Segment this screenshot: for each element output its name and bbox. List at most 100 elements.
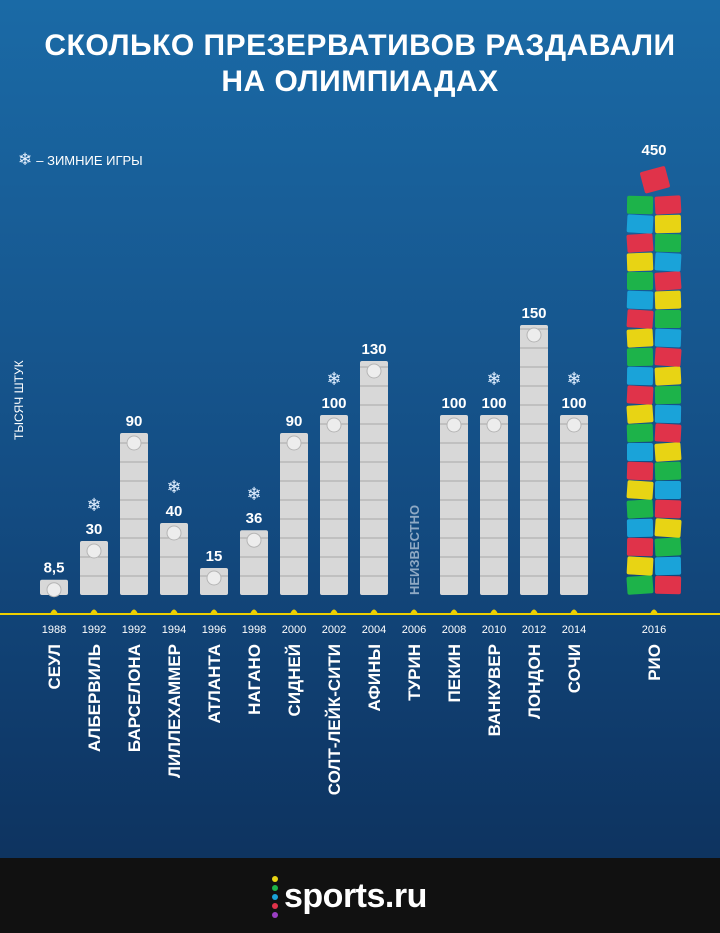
rio-package <box>654 537 682 557</box>
bar-group-6: 2000 СИДНЕЙ 90 <box>280 413 308 716</box>
year-label: 1992 <box>122 624 146 636</box>
value-label: 90 <box>126 413 143 430</box>
axis-tick <box>410 609 418 614</box>
year-label: 2002 <box>322 624 346 636</box>
legend-text: – ЗИМНИЕ ИГРЫ <box>36 152 143 168</box>
year-label: 1998 <box>242 624 266 636</box>
value-label: 30 <box>86 521 103 538</box>
rio-package <box>626 290 654 310</box>
bar <box>440 415 468 595</box>
rio-package <box>626 347 654 367</box>
bar <box>320 415 348 595</box>
year-label: 1992 <box>82 624 106 636</box>
axis-tick <box>450 609 458 614</box>
bar <box>160 523 188 595</box>
rio-package <box>626 233 654 253</box>
axis-tick <box>650 609 658 614</box>
unknown-label: НЕИЗВЕСТНО <box>407 505 422 595</box>
bar <box>80 541 108 595</box>
year-label: 2000 <box>282 624 306 636</box>
rio-package <box>655 481 681 499</box>
value-label: 15 <box>206 548 223 565</box>
bar-chart: 1988 СЕУЛ 8,5 1992 АЛБЕРВИЛЬ 30 ❄ 1992 БАРСЕЛОНА… <box>0 142 720 795</box>
rio-package <box>626 518 654 538</box>
rio-package <box>626 252 654 272</box>
city-label: АЛБЕРВИЛЬ <box>85 644 104 752</box>
rio-package <box>626 309 654 329</box>
bar-group-7: 2002 СОЛТ-ЛЕЙК-СИТИ 100 ❄ <box>320 369 348 795</box>
bar-group-10: 2008 ПЕКИН 100 <box>440 395 468 702</box>
bar-top-circle <box>446 417 462 433</box>
snowflake-icon: ❄ <box>86 495 101 515</box>
bar-top-circle <box>326 417 342 433</box>
value-label: 100 <box>321 395 346 412</box>
city-label: СИДНЕЙ <box>285 644 304 716</box>
rio-package <box>654 423 682 443</box>
value-label: 8,5 <box>44 560 65 577</box>
bar-group-8: 2004 АФИНЫ 130 <box>360 341 388 712</box>
bar <box>520 325 548 595</box>
year-label: 2016 <box>642 624 666 636</box>
rio-package <box>626 385 654 405</box>
bar-group-3: 1994 ЛИЛЛЕХАММЕР 40 ❄ <box>160 477 188 778</box>
bar-top-circle <box>46 582 62 598</box>
bar-group-4: 1996 АТЛАНТА 15 <box>200 548 228 723</box>
rio-package <box>626 556 654 576</box>
axis-tick <box>250 609 258 614</box>
rio-package <box>626 195 654 215</box>
axis-tick <box>330 609 338 614</box>
bar-group-12: 2012 ЛОНДОН 150 <box>520 305 548 719</box>
year-label: 2008 <box>442 624 466 636</box>
bar-group-11: 2010 ВАНКУВЕР 100 ❄ <box>480 369 508 736</box>
rio-package <box>654 347 682 367</box>
value-label: 36 <box>246 510 263 527</box>
rio-package <box>626 423 654 443</box>
rio-package <box>654 366 682 386</box>
bar-top-circle <box>366 363 382 379</box>
year-label: 2012 <box>522 624 546 636</box>
value-label: 130 <box>361 341 386 358</box>
rio-package <box>654 233 682 253</box>
bar-top-circle <box>126 435 142 451</box>
city-label: СЕУЛ <box>45 644 64 689</box>
axis-tick <box>170 609 178 614</box>
snowflake-icon: ❄ <box>18 150 33 169</box>
rio-package <box>654 271 682 291</box>
bar <box>560 415 588 595</box>
value-label: 100 <box>561 395 586 412</box>
bar <box>240 530 268 595</box>
value-label: 40 <box>166 503 183 520</box>
rio-package <box>627 443 653 461</box>
axis-tick <box>370 609 378 614</box>
city-label: ЛИЛЛЕХАММЕР <box>165 644 184 778</box>
city-label: ТУРИН <box>405 644 424 701</box>
logo-dots-icon <box>272 874 278 919</box>
footer <box>0 858 720 933</box>
rio-package <box>654 252 682 272</box>
snowflake-icon: ❄ <box>486 369 501 389</box>
bar-top-circle <box>206 570 222 586</box>
year-label: 2014 <box>562 624 586 636</box>
rio-package <box>626 214 654 234</box>
bar-top-circle <box>86 543 102 559</box>
rio-top-package <box>640 166 670 194</box>
rio-package <box>627 272 653 290</box>
axis-tick <box>570 609 578 614</box>
city-label: БАРСЕЛОНА <box>125 644 144 752</box>
city-label: ПЕКИН <box>445 644 464 702</box>
bar-top-circle <box>166 525 182 541</box>
value-label: 150 <box>521 305 546 322</box>
rio-package <box>654 442 682 462</box>
year-label: 1988 <box>42 624 66 636</box>
bar-group-1: 1992 АЛБЕРВИЛЬ 30 ❄ <box>80 495 108 752</box>
city-label: АФИНЫ <box>365 644 384 712</box>
rio-package <box>654 214 682 234</box>
value-label: 100 <box>441 395 466 412</box>
axis-tick <box>50 609 58 614</box>
value-label: 100 <box>481 395 506 412</box>
snowflake-icon: ❄ <box>326 369 341 389</box>
rio-package <box>654 499 682 519</box>
rio-package <box>654 575 682 595</box>
rio-package <box>654 461 682 481</box>
rio-package <box>626 537 654 557</box>
